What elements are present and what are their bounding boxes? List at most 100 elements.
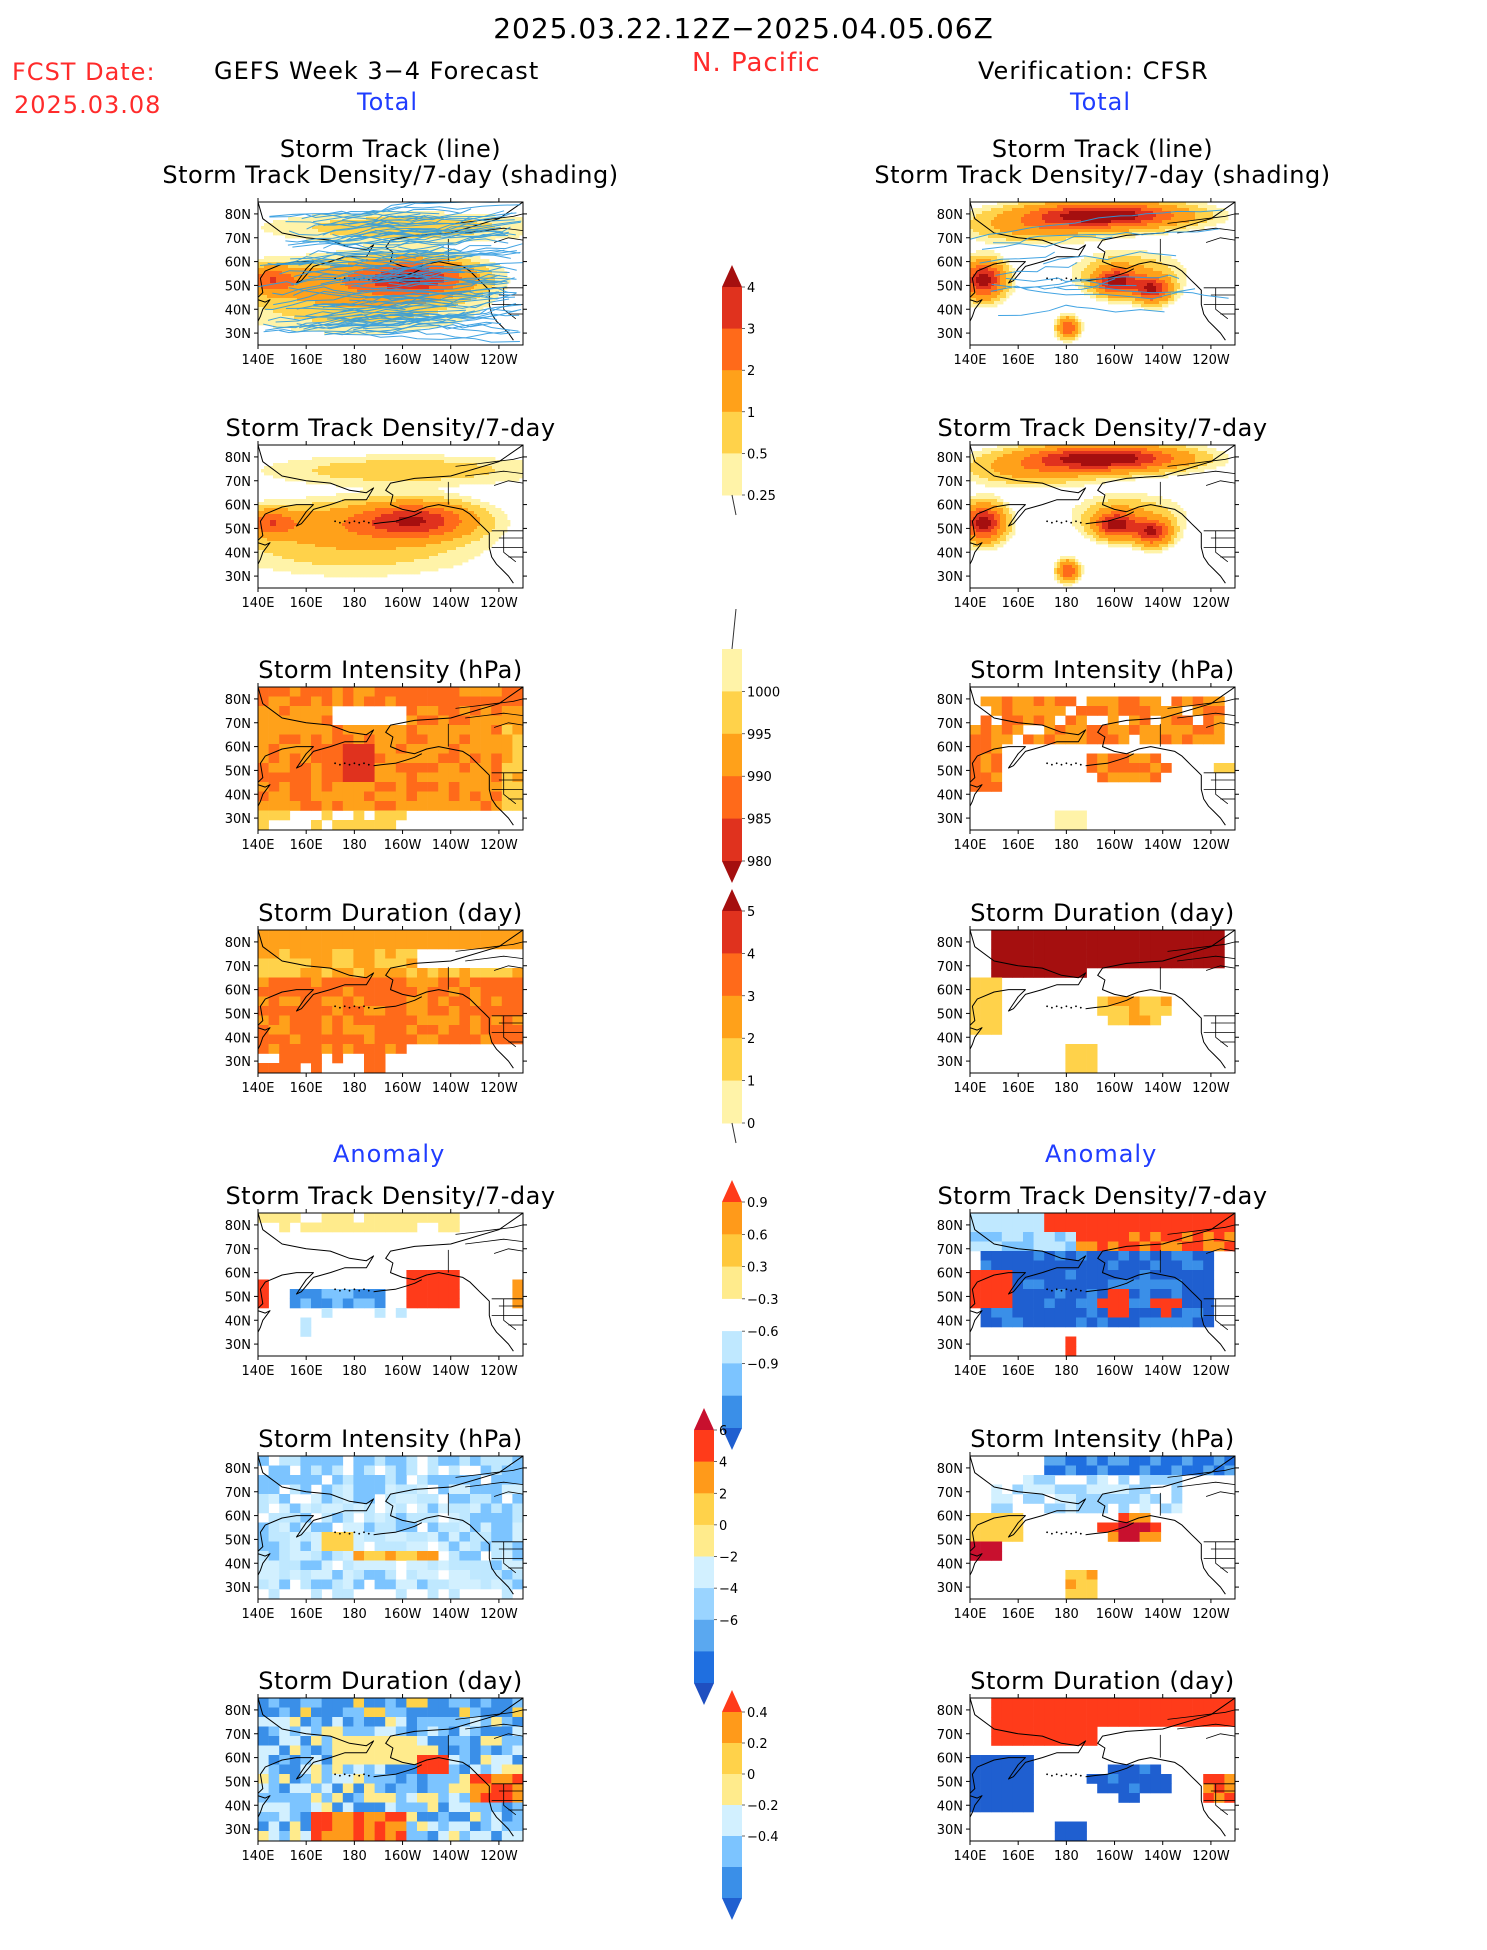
lon-tick-label: 180 bbox=[342, 1364, 367, 1379]
colorbar-swatch bbox=[722, 1774, 742, 1806]
colorbar-label: 995 bbox=[747, 728, 772, 743]
lon-tick-label: 160E bbox=[1002, 1081, 1035, 1096]
lat-tick-label: 40N bbox=[225, 1031, 251, 1046]
colorbar-swatch bbox=[722, 953, 742, 996]
lon-tick-label: 140E bbox=[241, 353, 274, 368]
colorbar-label: 3 bbox=[747, 323, 755, 338]
lon-tick-label: 120W bbox=[480, 1081, 518, 1096]
lon-tick-label: 160E bbox=[290, 838, 323, 853]
lat-tick-label: 60N bbox=[225, 256, 251, 271]
lon-tick-label: 140E bbox=[241, 596, 274, 611]
colorbar-swatch bbox=[722, 329, 742, 371]
lat-tick-label: 30N bbox=[937, 1581, 963, 1596]
fcst-date-label: FCST Date: bbox=[12, 58, 156, 86]
lat-tick-label: 70N bbox=[937, 1243, 963, 1258]
lon-tick-label: 160W bbox=[1096, 353, 1134, 368]
verification-total-label: Total bbox=[1070, 88, 1131, 116]
lon-tick-label: 140E bbox=[241, 1849, 274, 1864]
colorbar-swatch bbox=[722, 1712, 742, 1744]
panel-title: Storm Track Density/7-day bbox=[128, 1183, 653, 1209]
lon-tick-label: 140W bbox=[1144, 1607, 1182, 1622]
colorbar-label: −0.9 bbox=[747, 1357, 779, 1372]
lon-tick-label: 120W bbox=[480, 838, 518, 853]
forecast-total-label: Total bbox=[357, 88, 418, 116]
lat-tick-label: 30N bbox=[937, 1823, 963, 1838]
lat-tick-label: 40N bbox=[937, 303, 963, 318]
lat-tick-label: 50N bbox=[225, 764, 251, 779]
colorbar-swatch bbox=[722, 819, 742, 862]
lon-tick-label: 140W bbox=[1144, 1364, 1182, 1379]
panel-subtitle: Storm Track Density/7-day (shading) bbox=[128, 162, 653, 188]
lat-tick-label: 70N bbox=[937, 1728, 963, 1743]
lat-tick-label: 40N bbox=[937, 1557, 963, 1572]
lon-tick-label: 160E bbox=[290, 1607, 323, 1622]
lat-tick-label: 60N bbox=[225, 1510, 251, 1525]
lat-tick-label: 80N bbox=[937, 1219, 963, 1234]
colorbar-swatch bbox=[722, 996, 742, 1039]
lon-tick-label: 160W bbox=[384, 1364, 422, 1379]
panel-title: Storm Duration (day) bbox=[128, 900, 653, 926]
lon-tick-label: 180 bbox=[342, 353, 367, 368]
lat-tick-label: 70N bbox=[937, 232, 963, 247]
lat-tick-label: 40N bbox=[225, 546, 251, 561]
lon-tick-label: 180 bbox=[1054, 353, 1079, 368]
lat-tick-label: 70N bbox=[225, 1486, 251, 1501]
panel-title: Storm Duration (day) bbox=[840, 1668, 1365, 1694]
verification-anomaly-label: Anomaly bbox=[1045, 1140, 1157, 1168]
lat-tick-label: 80N bbox=[225, 1462, 251, 1477]
lon-tick-label: 120W bbox=[1192, 1607, 1230, 1622]
lon-tick-label: 140W bbox=[432, 596, 470, 611]
forecast-column-title: GEFS Week 3−4 Forecast bbox=[214, 57, 539, 85]
colorbar-swatch bbox=[722, 776, 742, 819]
colorbar-swatch bbox=[722, 911, 742, 954]
lat-tick-label: 30N bbox=[937, 1055, 963, 1070]
colorbar-svg: 0.40.20−0.2−0.4 bbox=[722, 1690, 792, 1950]
colorbar-swatch bbox=[694, 1651, 714, 1683]
lat-tick-label: 80N bbox=[225, 451, 251, 466]
lat-tick-label: 50N bbox=[937, 522, 963, 537]
region-label: N. Pacific bbox=[692, 48, 821, 78]
lat-tick-label: 80N bbox=[937, 693, 963, 708]
lon-tick-label: 180 bbox=[1054, 596, 1079, 611]
lat-tick-label: 30N bbox=[225, 1338, 251, 1353]
colorbar-label: 0.6 bbox=[747, 1228, 768, 1243]
lat-tick-label: 80N bbox=[937, 936, 963, 951]
colorbar-label: 0 bbox=[747, 1768, 755, 1783]
panel-title: Storm Intensity (hPa) bbox=[128, 1426, 653, 1452]
colorbar-top-arrow bbox=[722, 889, 742, 911]
colorbar-swatch bbox=[722, 1234, 742, 1267]
lat-tick-label: 50N bbox=[225, 522, 251, 537]
colorbar-label: 4 bbox=[747, 947, 755, 962]
lon-tick-label: 140W bbox=[432, 1607, 470, 1622]
lon-tick-label: 160E bbox=[290, 1849, 323, 1864]
lon-tick-label: 160E bbox=[290, 353, 323, 368]
lat-tick-label: 70N bbox=[225, 717, 251, 732]
lon-tick-label: 160E bbox=[1002, 1849, 1035, 1864]
lon-tick-label: 160E bbox=[1002, 1607, 1035, 1622]
lat-tick-label: 80N bbox=[937, 1462, 963, 1477]
lat-tick-label: 80N bbox=[225, 693, 251, 708]
colorbar-swatch bbox=[694, 1588, 714, 1620]
panel-subtitle: Storm Track Density/7-day (shading) bbox=[840, 162, 1365, 188]
colorbar-label: −6 bbox=[719, 1614, 738, 1629]
colorbar-label: 0.5 bbox=[747, 447, 768, 462]
